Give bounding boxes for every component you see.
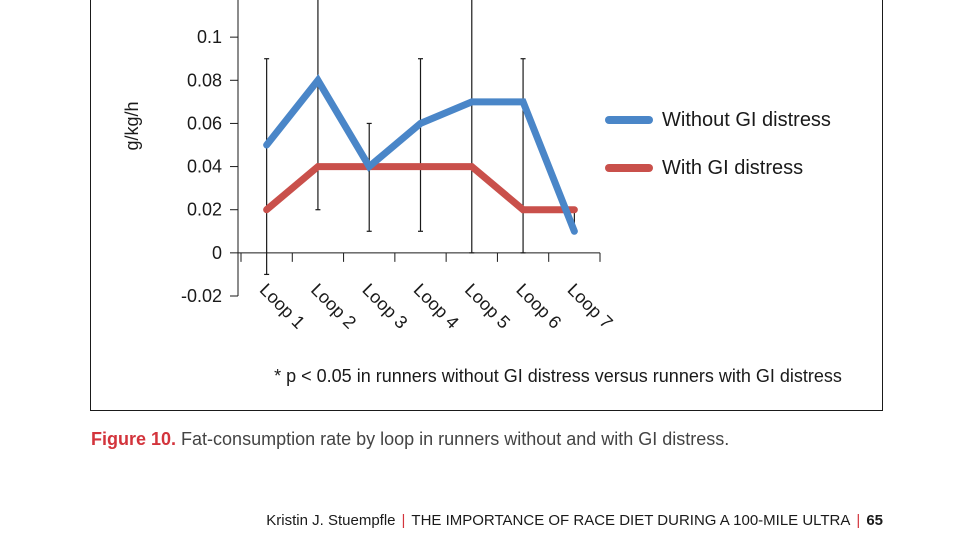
page-footer: Kristin J. Stuempfle | THE IMPORTANCE OF R…: [266, 512, 883, 529]
series-lines: [263, 74, 578, 235]
y-tick-label: 0.1: [197, 27, 222, 47]
footer-title: THE IMPORTANCE OF RACE DIET DURING A 100…: [411, 512, 851, 529]
x-tick-label: Loop 7: [564, 280, 617, 333]
y-tick-label: 0.08: [187, 70, 222, 90]
figure-caption-label: Figure 10.: [91, 429, 177, 449]
y-tick-label: -0.02: [181, 286, 222, 306]
footer-author: Kristin J. Stuempfle: [266, 512, 396, 529]
series-line-with-gi-distress: [263, 163, 578, 214]
x-tick-label: Loop 4: [410, 280, 463, 333]
x-tick-label: Loop 2: [307, 280, 360, 333]
legend: Without GI distress With GI distress: [605, 109, 831, 179]
page-number: 65: [866, 512, 883, 529]
footer-separator: |: [401, 512, 406, 529]
footnote: * p < 0.05 in runners without GI distres…: [274, 366, 842, 386]
y-tick-label: 0.02: [187, 200, 222, 220]
x-tick-label: Loop 3: [358, 280, 411, 333]
error-bars: [264, 0, 577, 276]
figure-caption: Figure 10. Fat-consumption rate by loop …: [91, 429, 729, 450]
footer-separator: |: [856, 512, 861, 529]
legend-label: Without GI distress: [662, 109, 831, 131]
y-axis: -0.02 0 0.02 0.04 0.06 0.08 0.1 0.12: [181, 0, 239, 306]
y-tick-label: 0.12: [187, 0, 222, 4]
series-line-without-gi-distress: [263, 74, 578, 235]
figure-caption-text: Fat-consumption rate by loop in runners …: [181, 429, 730, 449]
y-tick-label: 0.06: [187, 113, 222, 133]
x-tick-label: Loop 5: [461, 280, 514, 333]
x-tick-label: Loop 6: [512, 280, 565, 333]
legend-label: With GI distress: [662, 157, 803, 179]
y-tick-label: 0.04: [187, 157, 222, 177]
y-axis-label: g/kg/h: [122, 101, 142, 150]
x-tick-label: Loop 1: [256, 280, 309, 333]
y-tick-label: 0: [212, 243, 222, 263]
